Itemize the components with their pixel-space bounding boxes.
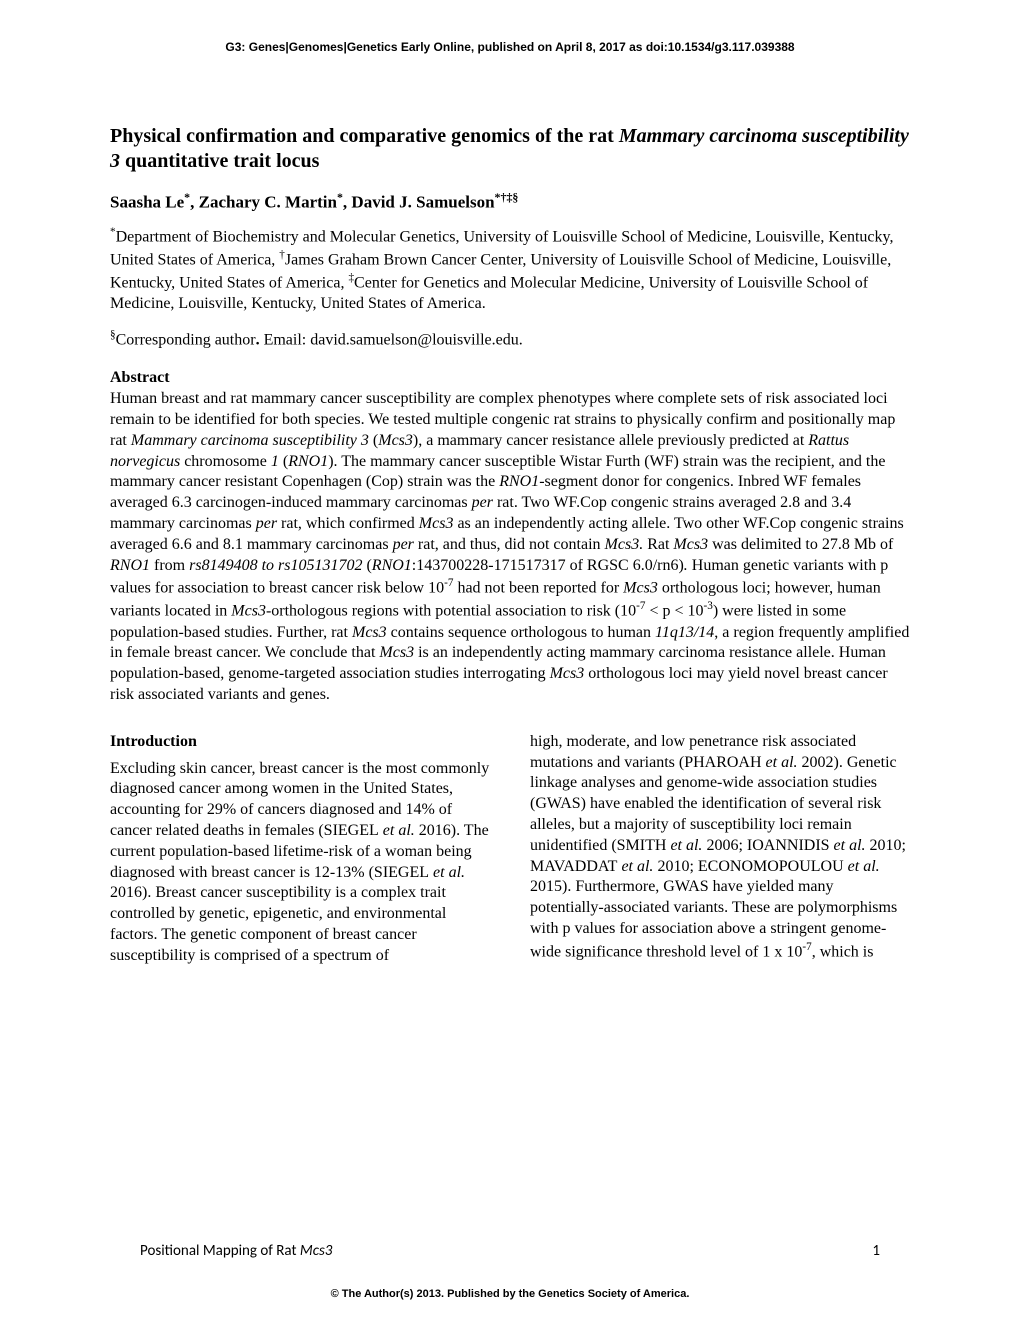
abstract-italic: RNO1 bbox=[110, 557, 150, 574]
abstract-italic: RNO1 bbox=[288, 453, 328, 470]
abstract-italic: per bbox=[393, 536, 414, 553]
abstract-span: contains sequence orthologous to human bbox=[387, 624, 655, 641]
abstract-italic: Mcs3 bbox=[550, 665, 585, 682]
author-1: Saasha Le bbox=[110, 193, 184, 212]
abstract-heading: Abstract bbox=[110, 369, 910, 387]
author-1-sup: * bbox=[184, 190, 190, 204]
abstract-span: rat, and thus, did not contain bbox=[414, 536, 605, 553]
abstract-italic: per bbox=[256, 515, 277, 532]
intro-span: , which is bbox=[812, 943, 874, 960]
abstract-span: ), a mammary cancer resistance allele pr… bbox=[413, 432, 808, 449]
intro-italic: et al. bbox=[379, 822, 415, 839]
abstract-italic: Mcs3 bbox=[379, 644, 414, 661]
abstract-italic: Mcs3 bbox=[673, 536, 708, 553]
intro-smallcaps: AVADDAT bbox=[544, 858, 617, 875]
column-right-text: high, moderate, and low penetrance risk … bbox=[530, 732, 910, 963]
abstract-italic: Mcs3 bbox=[378, 432, 413, 449]
abstract-span: orthologous regions with potential assoc… bbox=[271, 603, 636, 620]
title-text-post: quantitative trait locus bbox=[120, 150, 319, 172]
abstract-span: ( bbox=[369, 432, 378, 449]
abstract-italic: rs8149408 to rs105131702 bbox=[189, 557, 362, 574]
body-columns: Introduction Excluding skin cancer, brea… bbox=[110, 732, 910, 967]
intro-span: 2006; I bbox=[702, 837, 752, 854]
abstract-italic: 11q13/14 bbox=[655, 624, 714, 641]
abstract-italic: 1 bbox=[271, 453, 279, 470]
intro-italic: et al. bbox=[844, 858, 880, 875]
abstract-span: had not been reported for bbox=[453, 580, 623, 597]
author-2: Zachary C. Martin bbox=[199, 193, 337, 212]
intro-sup: -7 bbox=[802, 941, 811, 953]
running-footer-left: Positional Mapping of Rat Mcs3 bbox=[140, 1242, 332, 1260]
corresponding-author: §Corresponding author. Email: david.samu… bbox=[110, 329, 910, 349]
abstract-italic: RNO1- bbox=[499, 473, 544, 490]
footer-italic: Mcs3 bbox=[300, 1242, 333, 1260]
intro-italic: et al. bbox=[666, 837, 702, 854]
abstract-body: Human breast and rat mammary cancer susc… bbox=[110, 389, 910, 706]
intro-smallcaps: HAROAH bbox=[693, 754, 761, 771]
intro-smallcaps: OANNIDIS bbox=[752, 837, 829, 854]
intro-smallcaps: IEGEL bbox=[333, 822, 379, 839]
column-left: Introduction Excluding skin cancer, brea… bbox=[110, 732, 490, 967]
author-3: David J. Samuelson bbox=[351, 193, 494, 212]
abstract-span: ( bbox=[279, 453, 288, 470]
intro-italic: et al. bbox=[762, 754, 798, 771]
column-right: high, moderate, and low penetrance risk … bbox=[530, 732, 910, 967]
abstract-span: chromosome bbox=[180, 453, 271, 470]
title-text: Physical confirmation and comparative ge… bbox=[110, 125, 619, 147]
abstract-span: rat, which confirmed bbox=[277, 515, 419, 532]
abstract-sup: -3 bbox=[704, 600, 713, 612]
copyright-notice: © The Author(s) 2013. Published by the G… bbox=[0, 1288, 1020, 1300]
abstract-italic: Mcs3 bbox=[352, 624, 387, 641]
column-left-text: Excluding skin cancer, breast cancer is … bbox=[110, 759, 490, 967]
author-2-sup: * bbox=[337, 190, 343, 204]
abstract-span: from bbox=[150, 557, 189, 574]
intro-italic: et al. bbox=[830, 837, 866, 854]
page-number: 1 bbox=[872, 1242, 880, 1260]
abstract-span: < p < 10 bbox=[645, 603, 703, 620]
corresponding-email: david.samuelson@louisville.edu. bbox=[310, 331, 522, 348]
intro-italic: et al. bbox=[429, 864, 465, 881]
authors: Saasha Le*, Zachary C. Martin*, David J.… bbox=[110, 190, 910, 213]
abstract-span: :143700228-171517317 of RGSC 6.0/rn6) bbox=[412, 557, 684, 574]
intro-smallcaps: CONOMOPOULOU bbox=[708, 858, 844, 875]
intro-span: 2010; E bbox=[653, 858, 707, 875]
abstract-italic: Mcs3. bbox=[605, 536, 644, 553]
author-3-sup: *†‡§ bbox=[495, 190, 519, 204]
running-footer: Positional Mapping of Rat Mcs3 1 bbox=[140, 1242, 880, 1260]
abstract-italic: Mammary carcinoma susceptibility 3 bbox=[131, 432, 369, 449]
intro-smallcaps: MITH bbox=[626, 837, 667, 854]
abstract-italic: Mcs3 bbox=[623, 580, 658, 597]
footer-text: Positional Mapping of Rat bbox=[140, 1242, 300, 1260]
intro-italic: et al. bbox=[617, 858, 653, 875]
abstract-italic: per bbox=[472, 494, 493, 511]
abstract-span: Rat bbox=[643, 536, 673, 553]
corresponding-label: Corresponding author bbox=[116, 331, 256, 348]
introduction-heading: Introduction bbox=[110, 732, 490, 753]
abstract-italic: Mcs3- bbox=[231, 603, 271, 620]
abstract-italic: RNO1 bbox=[372, 557, 412, 574]
abstract-span: ( bbox=[362, 557, 371, 574]
article-title: Physical confirmation and comparative ge… bbox=[110, 124, 910, 174]
corresponding-email-label: Email: bbox=[260, 331, 311, 348]
abstract-italic: Mcs3 bbox=[419, 515, 454, 532]
abstract-span: was delimited to 27.8 Mb of bbox=[708, 536, 893, 553]
intro-smallcaps: IEGEL bbox=[383, 864, 429, 881]
affiliations: *Department of Biochemistry and Molecula… bbox=[110, 225, 910, 315]
journal-header: G3: Genes|Genomes|Genetics Early Online,… bbox=[110, 40, 910, 54]
intro-span: 2016). Breast cancer susceptibility is a… bbox=[110, 884, 446, 963]
